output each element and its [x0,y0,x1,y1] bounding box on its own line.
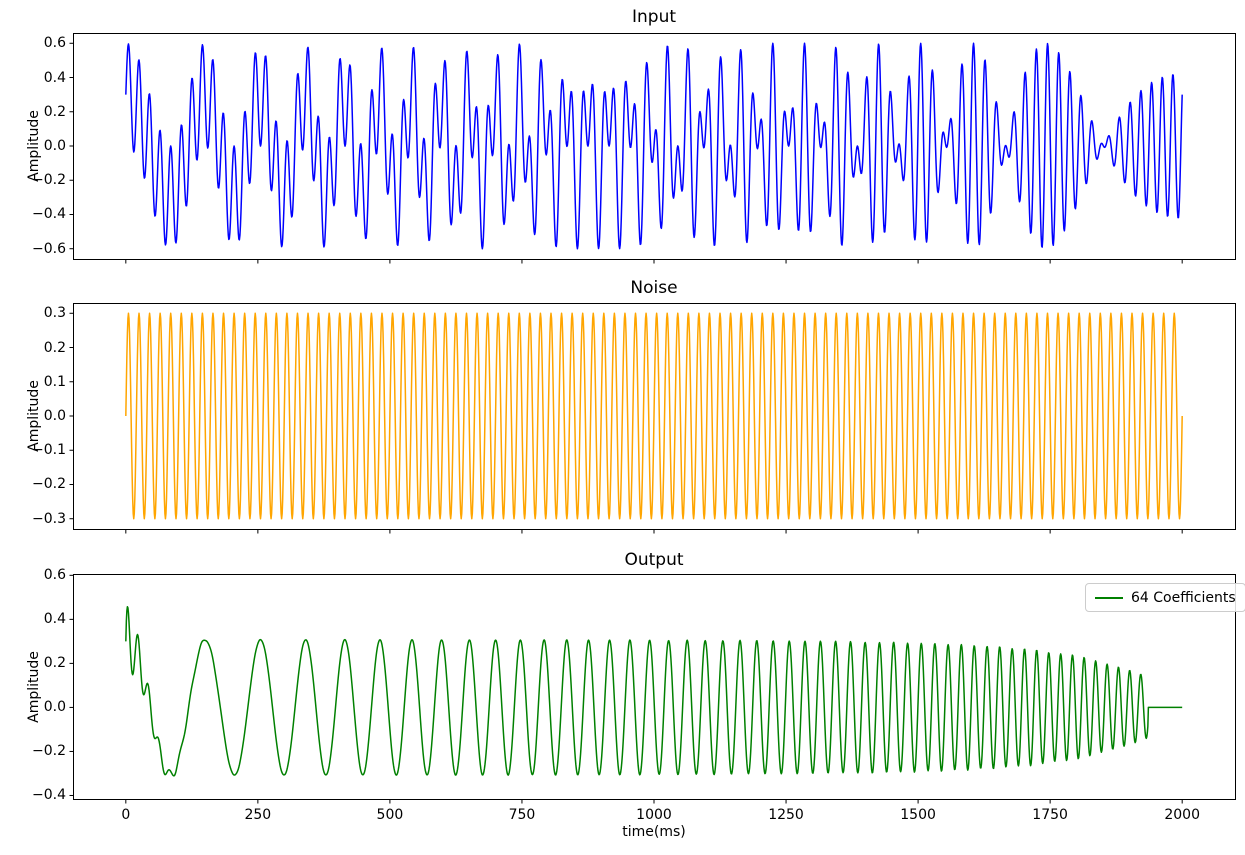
y-tick-label: 0.2 [43,339,66,356]
subplot-title-noise: Noise [630,278,678,298]
y-tick-label: −0.4 [32,206,66,223]
output-signal-line [125,605,1183,777]
x-tick-label: 2000 [1164,807,1200,823]
x-tick-label: 750 [508,807,536,823]
x-tick-label: 500 [376,807,404,823]
y-tick-label: 0.6 [43,567,66,584]
y-tick-label: 0.4 [43,69,66,86]
x-tick-label: 1250 [768,807,804,823]
y-tick-label: −0.6 [32,240,66,257]
x-tick-label: 1000 [636,807,672,823]
subplot-title-input: Input [631,7,677,27]
x-tick-label: 0 [121,807,131,823]
noise-signal-line [125,312,1183,520]
y-tick-label: 0.0 [43,138,66,154]
x-tick-label: 250 [244,807,272,823]
subplot-noise [69,303,1236,534]
subplot-title-output: Output [624,550,684,570]
x-tick-label: 1500 [900,807,936,823]
y-tick-label: 0.2 [43,655,66,672]
y-tick-label: −0.1 [32,442,66,459]
legend-label: 64 Coefficients [1131,589,1236,606]
y-tick-label: −0.3 [32,510,66,527]
y-tick-label: 0.2 [43,103,66,120]
y-tick-label: 0.1 [43,373,66,390]
input-signal-line [125,42,1183,250]
y-tick-label: 0.4 [43,611,66,628]
legend-line-sample [1095,596,1123,599]
axes-frame [73,574,1236,800]
y-tick-label: −0.2 [32,476,66,493]
subplot-output [69,574,1236,804]
legend: 64 Coefficients [1085,583,1245,612]
y-tick-label: 0.3 [43,305,66,322]
y-tick-label: 0.0 [43,699,66,716]
x-tick-label: 1750 [1032,807,1068,823]
y-tick-label: −0.4 [32,787,66,804]
y-tick-label: 0.6 [43,35,66,52]
y-tick-label: 0.0 [43,408,66,424]
y-tick-label: −0.2 [32,743,66,760]
x-axis-label: time(ms) [622,824,686,840]
y-tick-label: −0.2 [32,172,66,189]
subplot-input [69,33,1236,264]
